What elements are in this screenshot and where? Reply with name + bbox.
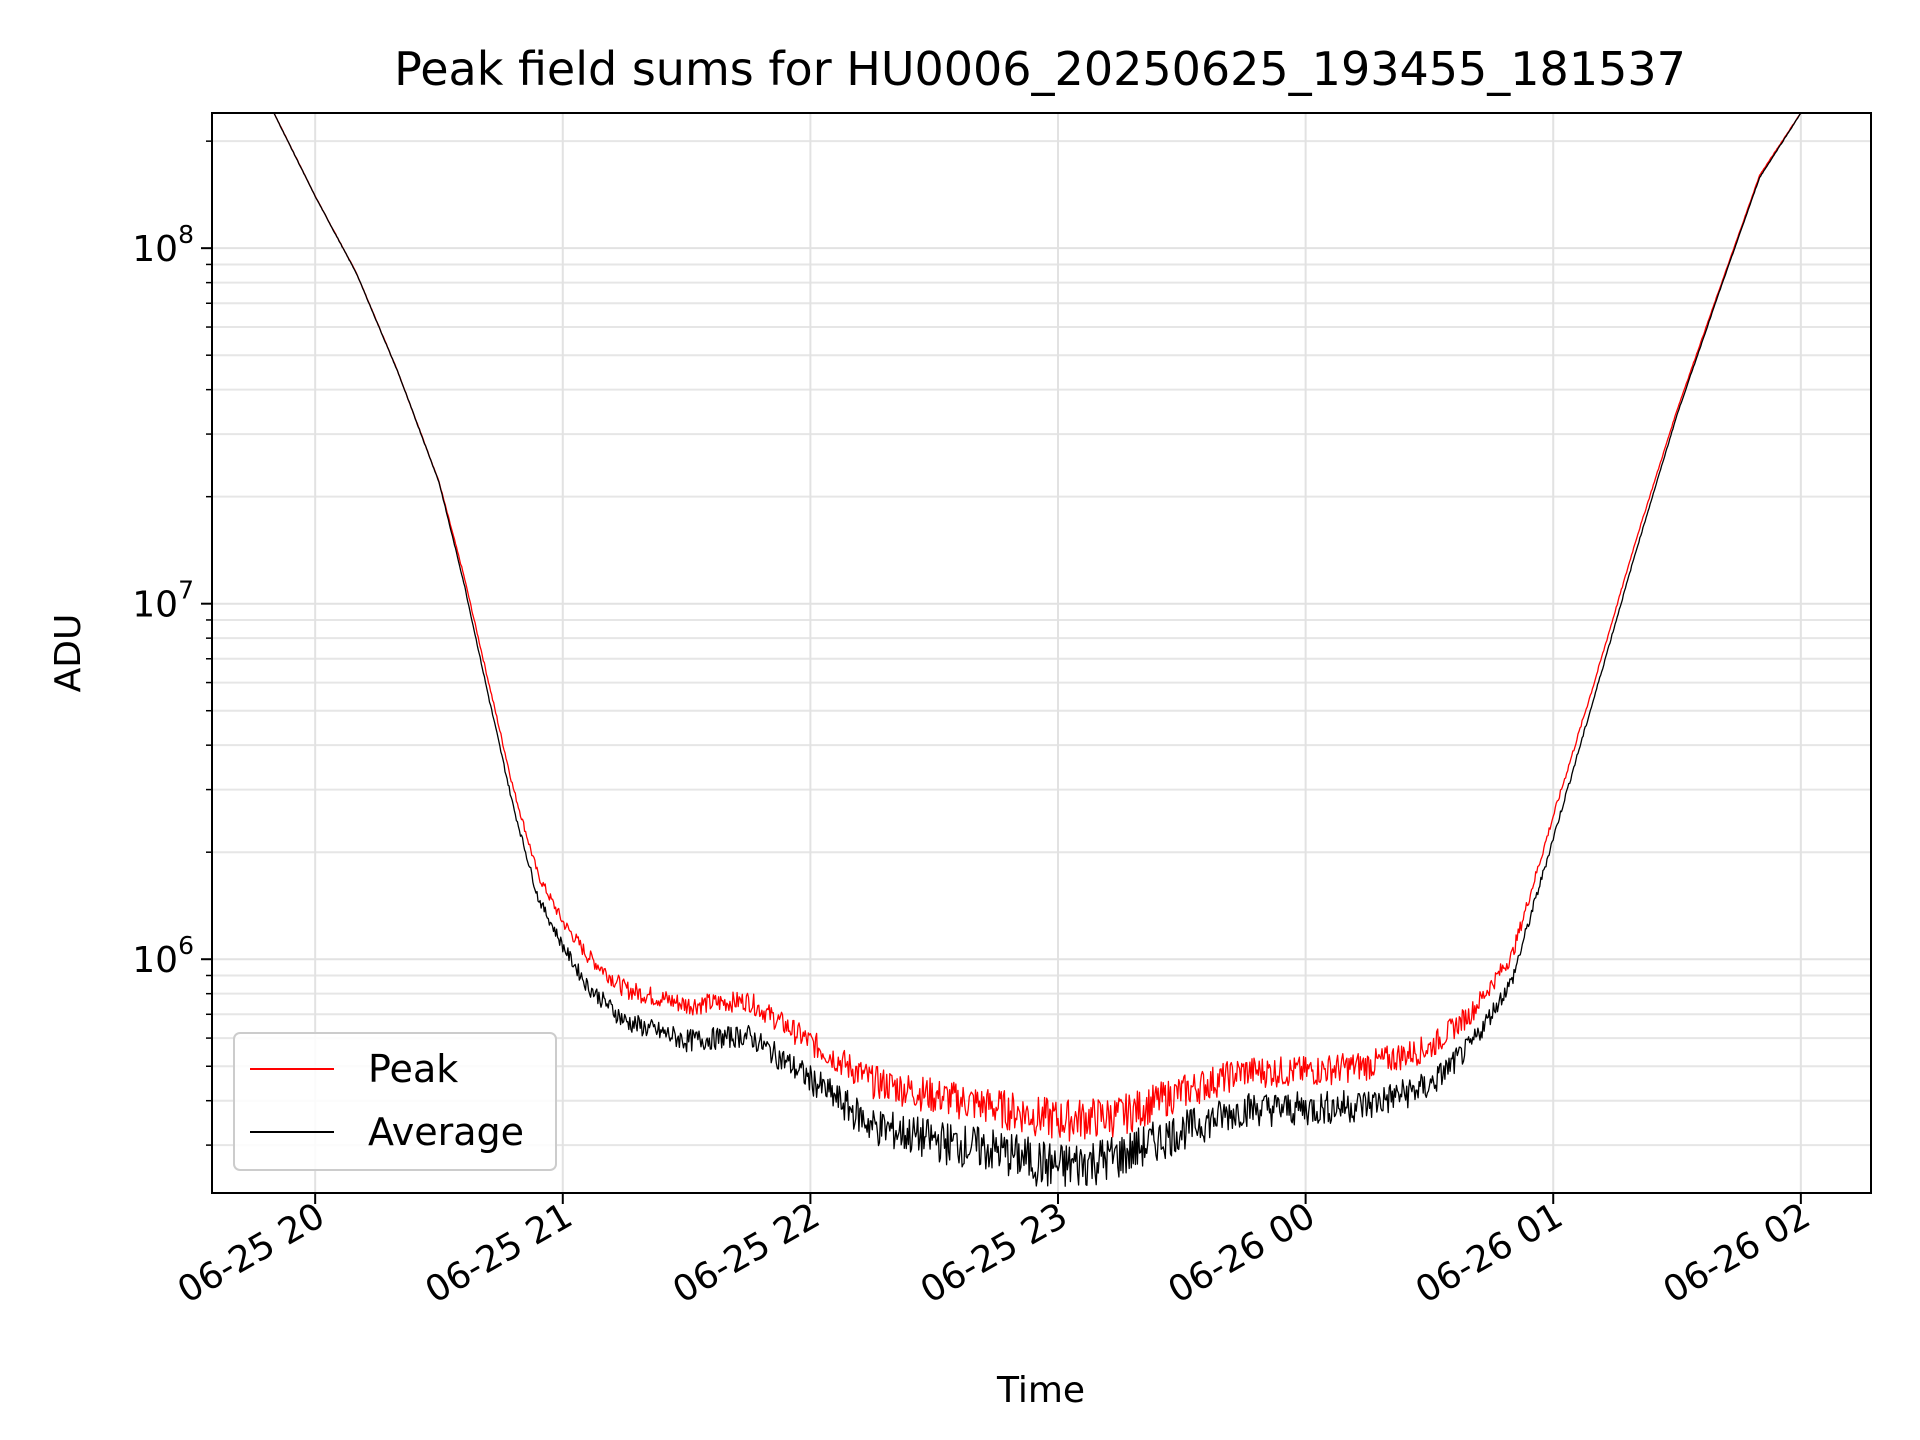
legend-box bbox=[233, 1032, 557, 1171]
plot-frame bbox=[211, 112, 1872, 1194]
y-tick-label: 106 bbox=[132, 931, 194, 981]
y-axis-label: ADU bbox=[48, 614, 89, 693]
legend-label-peak: Peak bbox=[368, 1047, 458, 1091]
legend: Peak Average bbox=[233, 1032, 557, 1171]
series-layer bbox=[273, 112, 1802, 1187]
x-axis-label: Time bbox=[996, 1370, 1085, 1411]
y-axis: 106 107 108 bbox=[132, 140, 212, 1146]
series-line-peak bbox=[273, 112, 1802, 1142]
y-tick-label: 108 bbox=[132, 220, 194, 270]
y-tick-label: 107 bbox=[132, 576, 194, 626]
chart-title: Peak field sums for HU0006_20250625_1934… bbox=[394, 42, 1686, 96]
legend-label-average: Average bbox=[368, 1110, 524, 1154]
series-line-average bbox=[273, 112, 1802, 1187]
